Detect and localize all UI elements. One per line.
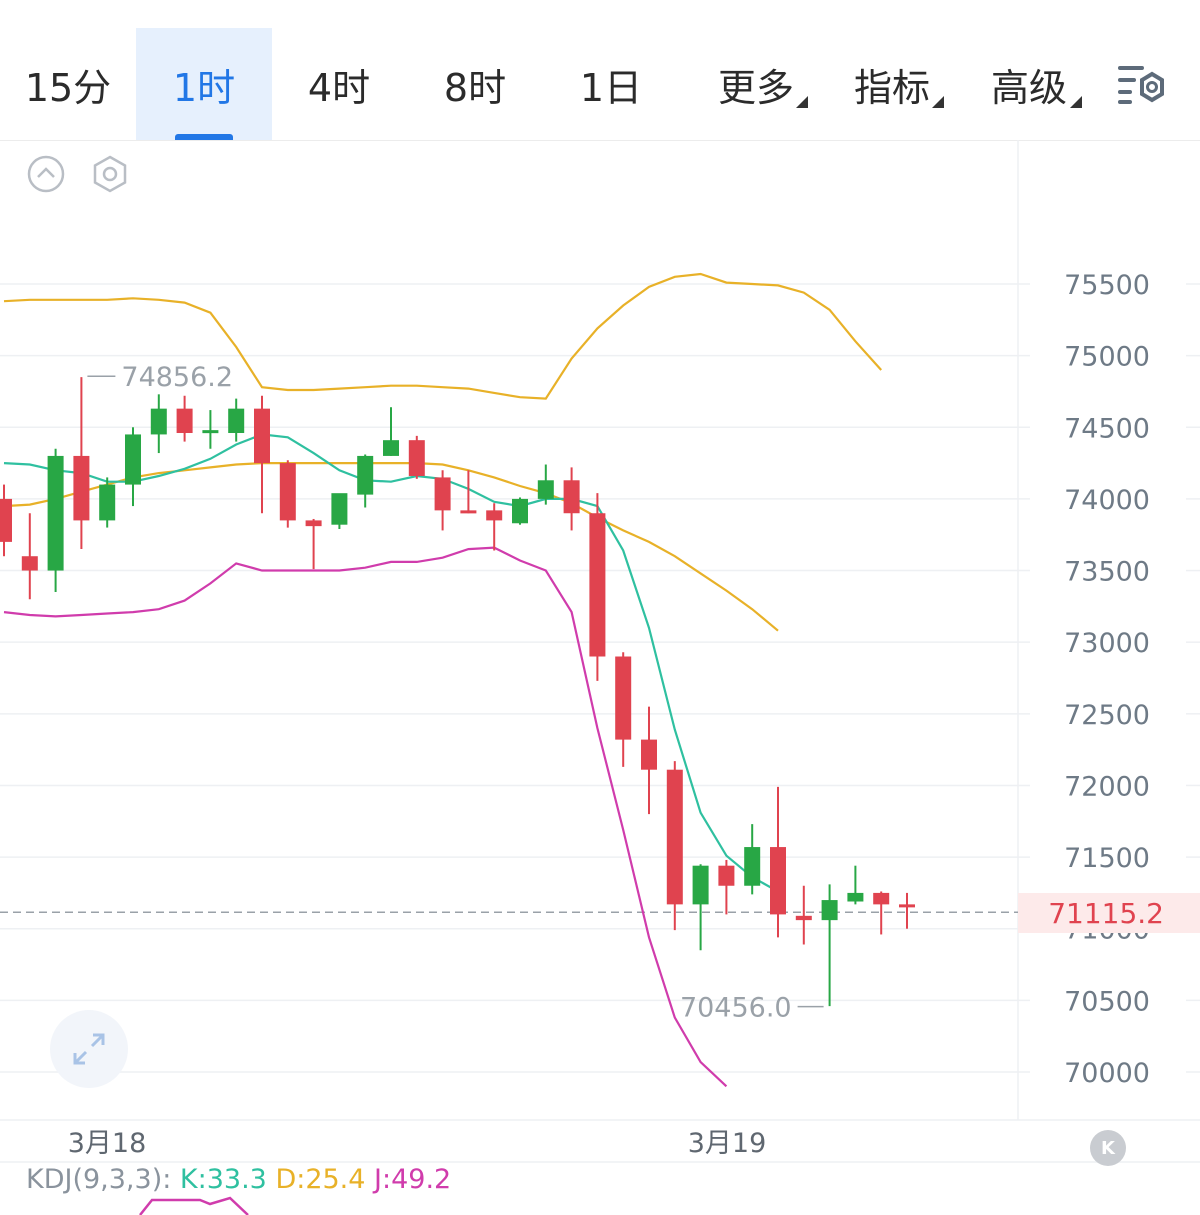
y-tick-label: 75500	[1064, 270, 1150, 301]
tab-label: 高级	[990, 65, 1067, 110]
kdj-mini-lines	[139, 1196, 249, 1215]
boll-lower-line	[3, 546, 728, 1088]
high-price-label: 74856.2	[121, 362, 233, 393]
y-tick-label: 70000	[1064, 1058, 1150, 1089]
tab-label: 1时	[172, 65, 236, 110]
caret-down-icon	[932, 96, 944, 108]
tab-4hour[interactable]: 4时	[286, 28, 392, 140]
tab-1day[interactable]: 1日	[558, 28, 664, 140]
boll-upper-line	[3, 272, 883, 400]
candle-body	[615, 656, 632, 740]
tab-8hour[interactable]: 8时	[422, 28, 528, 140]
tab-label: 4时	[307, 65, 371, 110]
boll-mid-line	[3, 462, 779, 632]
tab-advanced-dropdown[interactable]: 高级	[978, 28, 1082, 140]
candle-body	[847, 892, 864, 902]
timeframe-tabs: 15分 1时 4时 8时 1日 更多 指标 高级	[0, 0, 1200, 141]
y-tick-label: 74500	[1064, 413, 1150, 444]
y-tick-label: 73500	[1064, 557, 1150, 588]
tab-1hour[interactable]: 1时	[136, 28, 272, 140]
y-tick-label: 74000	[1064, 485, 1150, 516]
kdj-j-value: J:49.2	[374, 1164, 452, 1195]
kdj-k-value: K:33.3	[179, 1164, 267, 1195]
candle-body	[331, 493, 348, 525]
last-price-value: 71115.2	[1048, 896, 1164, 930]
caret-down-icon	[796, 96, 808, 108]
expand-arrows-icon[interactable]	[50, 1010, 128, 1088]
candle-body	[486, 510, 503, 521]
candle-body	[666, 769, 683, 905]
candle-body	[176, 408, 193, 434]
tab-more-dropdown[interactable]: 更多	[706, 28, 808, 140]
x-date-label: 3月19	[688, 1128, 767, 1159]
tab-label: 1日	[579, 65, 643, 110]
scroll-to-latest-icon[interactable]: K	[1090, 1130, 1126, 1166]
candle-body	[254, 408, 270, 464]
candle-body	[305, 520, 322, 527]
tab-label: 8时	[443, 65, 507, 110]
candle-body	[202, 430, 219, 434]
y-tick-label: 72500	[1064, 700, 1150, 731]
candle-body	[873, 892, 890, 905]
y-tick-label: 70500	[1064, 986, 1150, 1017]
tab-label: 15分	[24, 65, 112, 110]
candle-body	[512, 498, 528, 524]
tab-label: 更多	[717, 65, 794, 110]
low-price-label: 70456.0	[680, 993, 792, 1024]
active-tab-indicator	[175, 134, 233, 140]
kdj-indicator-legend: KDJ(9,3,3): K:33.3 D:25.4 J:49.2	[26, 1164, 451, 1195]
candle-body	[718, 865, 735, 886]
candle-body	[641, 739, 657, 770]
candle-body	[21, 556, 38, 571]
candle-body	[408, 440, 425, 476]
hexagon-settings-icon[interactable]	[90, 154, 130, 194]
candle-body	[770, 847, 786, 915]
candle-body	[0, 498, 12, 542]
candle-body	[563, 480, 580, 514]
y-tick-label: 71500	[1064, 843, 1150, 874]
candle-body	[899, 904, 915, 908]
candle-body	[744, 847, 761, 886]
candle-body	[434, 477, 451, 511]
tab-indicators-dropdown[interactable]: 指标	[842, 28, 944, 140]
candle-body	[279, 463, 296, 521]
candle-body	[795, 915, 812, 921]
last-price-tag: 71115.2	[1018, 893, 1200, 933]
candle-body	[228, 408, 245, 434]
y-tick-label: 73000	[1064, 628, 1150, 659]
x-date-label: 3月18	[68, 1128, 147, 1159]
kdj-prefix: KDJ(9,3,3):	[26, 1164, 172, 1195]
candle-body	[125, 434, 141, 485]
ma-fast-line	[3, 433, 779, 893]
candle-body	[47, 455, 64, 571]
candle-body	[460, 510, 477, 514]
chart-settings-icon[interactable]	[1112, 60, 1172, 112]
candle-body	[383, 440, 399, 456]
tab-label: 指标	[853, 65, 930, 110]
candlestick-chart[interactable]: 75500 75000 74500 74000 73500 73000 72500 72000…	[0, 140, 1200, 1165]
candle-body	[150, 408, 167, 435]
caret-down-icon	[1070, 96, 1082, 108]
collapse-chevron-up-icon[interactable]	[26, 154, 66, 194]
tab-15min[interactable]: 15分	[12, 28, 124, 140]
candle-body	[73, 455, 90, 521]
candle-body	[99, 484, 116, 521]
y-tick-label: 75000	[1064, 342, 1150, 373]
candle-body	[357, 455, 374, 495]
candle-body	[821, 900, 838, 921]
candle-body	[692, 865, 709, 905]
y-tick-label: 72000	[1064, 771, 1150, 802]
kdj-d-value: D:25.4	[275, 1164, 366, 1195]
candle-body	[537, 480, 554, 499]
candle-body	[589, 513, 606, 657]
